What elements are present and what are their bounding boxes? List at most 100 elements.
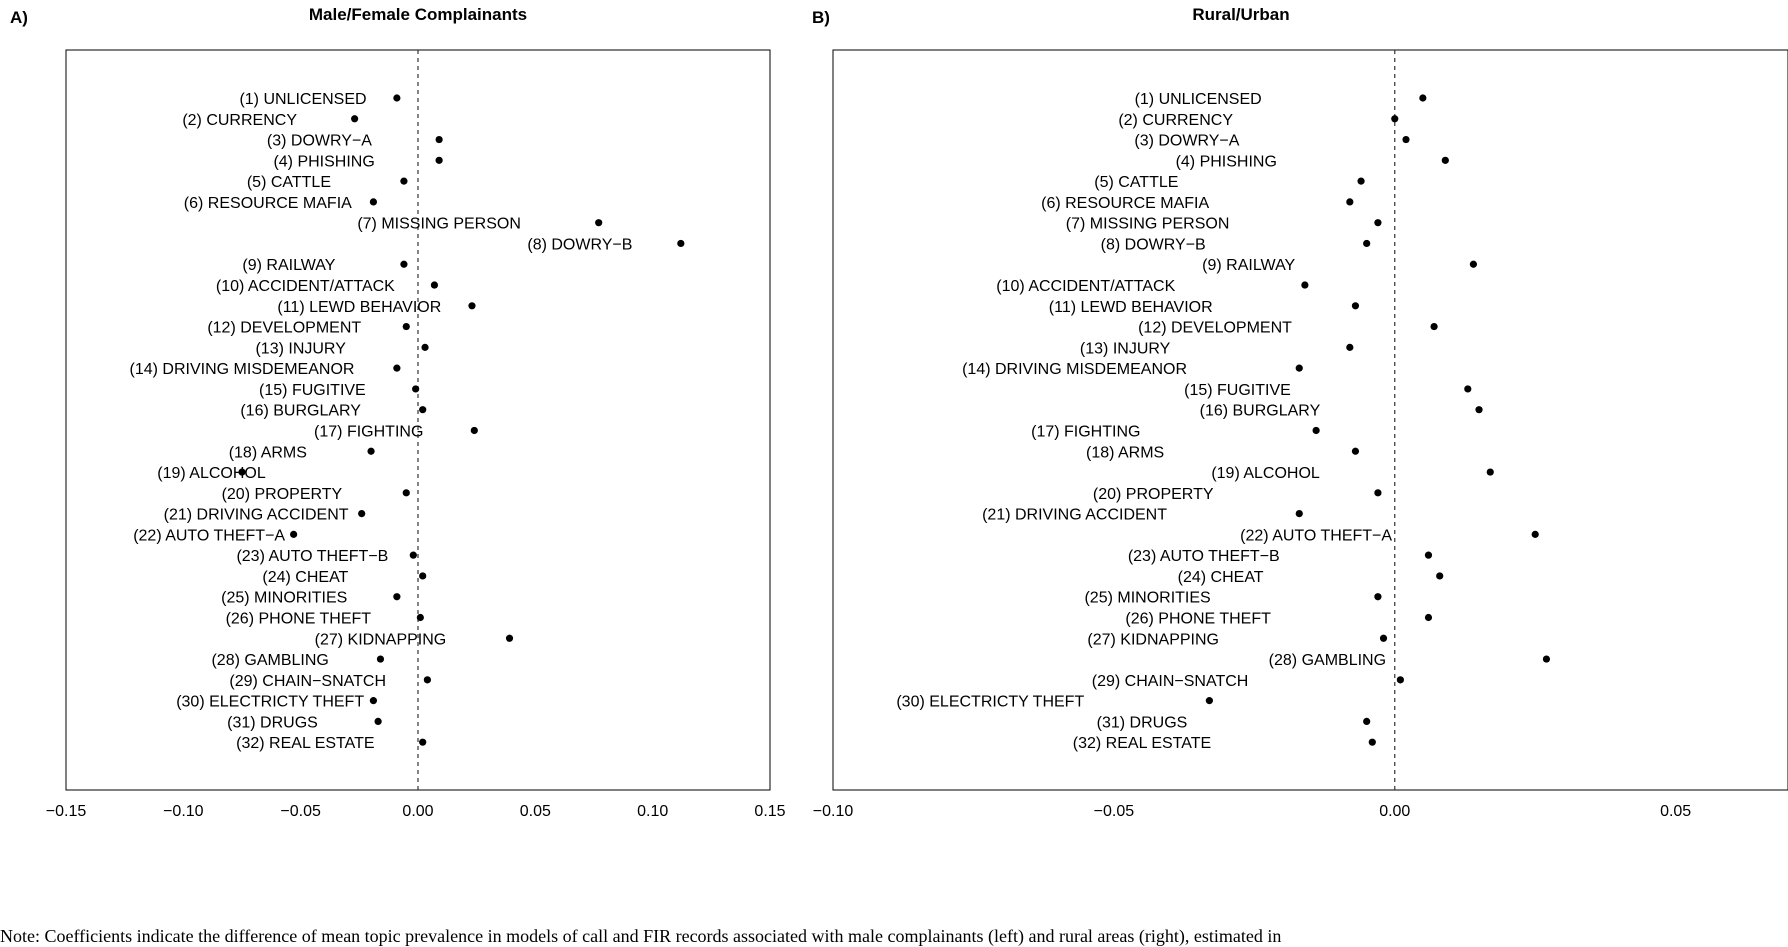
data-point xyxy=(1391,115,1399,123)
x-tick-label: 0.05 xyxy=(1660,803,1691,820)
data-point xyxy=(416,613,424,622)
data-point xyxy=(1469,260,1478,268)
data-point xyxy=(1441,156,1449,164)
category-label: (21) DRIVING ACCIDENT xyxy=(982,507,1167,524)
category-label: (19) ALCOHOL xyxy=(1211,465,1320,482)
category-label: (4) PHISHING xyxy=(1176,153,1277,170)
plot-frame xyxy=(832,49,1788,791)
data-point xyxy=(1424,613,1433,622)
x-tick-label: 0.00 xyxy=(1379,803,1410,820)
x-tick-label: 0.05 xyxy=(520,803,551,820)
data-point xyxy=(369,198,378,206)
data-point xyxy=(1430,322,1438,331)
category-label: (7) MISSING PERSON xyxy=(1066,216,1230,233)
data-point xyxy=(351,115,359,123)
category-label: (5) CATTLE xyxy=(247,174,331,191)
category-label: (23) AUTO THEFT−B xyxy=(236,548,388,565)
data-point xyxy=(470,426,478,435)
data-point xyxy=(1312,426,1320,435)
x-tick-label: −0.15 xyxy=(46,803,87,820)
data-point xyxy=(393,593,401,601)
data-point xyxy=(1374,593,1382,601)
category-label: (15) FUGITIVE xyxy=(1184,382,1291,399)
category-label: (22) AUTO THEFT−A xyxy=(133,527,285,544)
data-point xyxy=(430,281,439,289)
panel-a: A) Male/Female Complainants (1) UNLICENSED… xyxy=(10,5,786,820)
data-point xyxy=(435,135,443,144)
category-label: (13) INJURY xyxy=(255,340,346,357)
data-point xyxy=(400,260,408,268)
data-point xyxy=(419,406,427,414)
data-point xyxy=(435,156,443,164)
data-point xyxy=(1363,239,1371,248)
category-label: (18) ARMS xyxy=(1086,444,1164,461)
data-point xyxy=(238,468,246,476)
data-point xyxy=(1531,530,1539,538)
data-point xyxy=(409,551,417,559)
category-label: (28) GAMBLING xyxy=(1269,652,1386,669)
category-label: (21) DRIVING ACCIDENT xyxy=(164,507,349,524)
category-label: (31) DRUGS xyxy=(227,714,318,731)
category-label: (10) ACCIDENT/ATTACK xyxy=(996,278,1175,295)
x-tick-label: 0.15 xyxy=(754,803,785,820)
category-label: (8) DOWRY−B xyxy=(527,236,632,253)
data-point xyxy=(1396,676,1404,684)
data-point xyxy=(400,177,408,185)
data-point xyxy=(1374,489,1382,497)
category-label: (2) CURRENCY xyxy=(182,112,297,129)
category-label: (11) LEWD BEHAVIOR xyxy=(1049,299,1213,316)
category-label: (26) PHONE THEFT xyxy=(1125,611,1271,628)
panel-title: Rural/Urban xyxy=(1192,5,1289,24)
data-point xyxy=(367,447,375,455)
data-point xyxy=(1295,509,1303,518)
category-label: (1) UNLICENSED xyxy=(239,91,366,108)
category-label: (9) RAILWAY xyxy=(1202,257,1295,274)
category-label: (16) BURGLARY xyxy=(1200,403,1321,420)
category-label: (30) ELECTRICTY THEFT xyxy=(896,694,1084,711)
category-label: (32) REAL ESTATE xyxy=(236,735,374,752)
category-label: (7) MISSING PERSON xyxy=(357,216,521,233)
panel-b: B) Rural/Urban (1) UNLICENSED (2) CURRENCY (… xyxy=(812,5,1788,820)
category-label: (3) DOWRY−A xyxy=(267,133,372,150)
x-tick-label: −0.05 xyxy=(280,803,321,820)
category-label: (24) CHEAT xyxy=(262,569,348,586)
data-point xyxy=(1346,343,1354,351)
data-point xyxy=(376,655,385,663)
panel-label: A) xyxy=(10,8,28,27)
data-point xyxy=(1295,364,1303,372)
data-point xyxy=(369,697,378,705)
panel-title: Male/Female Complainants xyxy=(309,5,527,24)
data-point xyxy=(374,717,382,726)
data-point xyxy=(1419,94,1427,102)
category-label: (27) KIDNAPPING xyxy=(1087,631,1219,648)
category-label: (10) ACCIDENT/ATTACK xyxy=(216,278,395,295)
data-point xyxy=(290,530,298,538)
data-point xyxy=(1374,219,1382,227)
x-tick-label: 0.10 xyxy=(637,803,668,820)
data-point xyxy=(1436,572,1444,580)
data-point xyxy=(423,676,431,684)
data-point xyxy=(1475,406,1483,414)
category-label: (6) RESOURCE MAFIA xyxy=(1041,195,1209,212)
x-tick-label: −0.05 xyxy=(1094,803,1135,820)
data-point xyxy=(419,572,427,580)
data-point xyxy=(419,738,427,746)
category-label: (8) DOWRY−B xyxy=(1101,236,1206,253)
data-point xyxy=(393,94,401,102)
data-point xyxy=(595,219,603,227)
category-label: (14) DRIVING MISDEMEANOR xyxy=(962,361,1187,378)
data-point xyxy=(1363,717,1371,726)
category-label: (11) LEWD BEHAVIOR xyxy=(277,299,441,316)
category-label: (15) FUGITIVE xyxy=(259,382,366,399)
data-point xyxy=(1346,198,1354,206)
category-label: (30) ELECTRICTY THEFT xyxy=(176,694,364,711)
category-label: (17) FIGHTING xyxy=(1031,423,1140,440)
category-label: (12) DEVELOPMENT xyxy=(207,320,361,337)
category-label: (3) DOWRY−A xyxy=(1134,133,1239,150)
category-label: (14) DRIVING MISDEMEANOR xyxy=(130,361,355,378)
category-label: (20) PROPERTY xyxy=(1093,486,1214,503)
data-point xyxy=(1542,655,1551,663)
category-label: (24) CHEAT xyxy=(1178,569,1264,586)
category-label: (12) DEVELOPMENT xyxy=(1138,320,1292,337)
category-label: (17) FIGHTING xyxy=(314,423,423,440)
